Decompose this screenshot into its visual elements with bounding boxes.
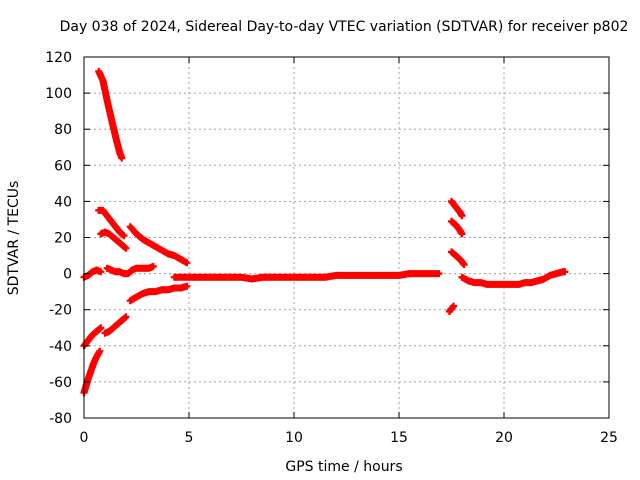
data-points — [80, 67, 569, 397]
data-point-marker — [458, 230, 466, 238]
segment-1 — [95, 67, 126, 162]
segment-9 — [126, 282, 191, 305]
data-point-marker — [183, 259, 191, 267]
y-tick-label: 0 — [63, 267, 72, 283]
y-tick-label: -60 — [49, 375, 72, 391]
data-point-marker — [97, 268, 105, 276]
segment-3 — [97, 228, 130, 252]
axis-ticks: 0 5 10 15 20 25 120 100 80 60 40 20 0 -20 -40 -60 -80 — [45, 50, 618, 446]
segment-14 — [448, 248, 468, 269]
x-tick-label: 15 — [390, 430, 408, 446]
y-tick-label: 100 — [45, 86, 72, 102]
x-tick-label: 10 — [285, 430, 303, 446]
data-point-marker — [122, 313, 130, 321]
segment-7 — [80, 324, 105, 350]
data-point-marker — [118, 154, 126, 162]
segment-16 — [458, 268, 569, 288]
y-tick-label: -20 — [49, 303, 72, 319]
segment-13 — [448, 217, 466, 238]
data-point-marker — [460, 261, 468, 269]
data-point-marker — [183, 282, 191, 290]
segment-4 — [126, 223, 191, 267]
data-point-marker — [458, 212, 466, 220]
x-tick-label: 5 — [185, 430, 194, 446]
y-tick-label: 40 — [54, 194, 72, 210]
y-axis-label: SDTVAR / TECUs — [6, 181, 22, 296]
y-tick-label: 60 — [54, 158, 72, 174]
segment-6 — [103, 262, 157, 278]
data-point-marker — [120, 232, 128, 240]
segment-5 — [80, 266, 105, 281]
y-tick-label: -80 — [49, 411, 72, 427]
x-tick-label: 25 — [600, 430, 618, 446]
segment-2 — [95, 206, 128, 240]
y-tick-label: 20 — [54, 231, 72, 247]
x-tick-label: 0 — [80, 430, 89, 446]
data-point-marker — [96, 347, 104, 355]
segment-15 — [445, 302, 458, 315]
data-point-marker — [122, 244, 130, 252]
y-tick-label: -40 — [49, 339, 72, 355]
data-point-marker — [97, 324, 105, 332]
segment-12 — [448, 197, 466, 220]
data-point-marker — [450, 302, 458, 310]
data-point-marker — [561, 268, 569, 276]
grid-lines — [84, 57, 609, 418]
y-tick-label: 80 — [54, 122, 72, 138]
segment-8 — [101, 313, 130, 337]
data-point-marker — [149, 262, 157, 270]
chart-title: Day 038 of 2024, Sidereal Day-to-day VTE… — [60, 19, 629, 35]
data-point-marker — [435, 270, 443, 278]
y-tick-label: 120 — [45, 50, 72, 66]
segment-11 — [170, 270, 443, 283]
x-tick-label: 20 — [495, 430, 513, 446]
x-axis-label: GPS time / hours — [285, 459, 402, 475]
